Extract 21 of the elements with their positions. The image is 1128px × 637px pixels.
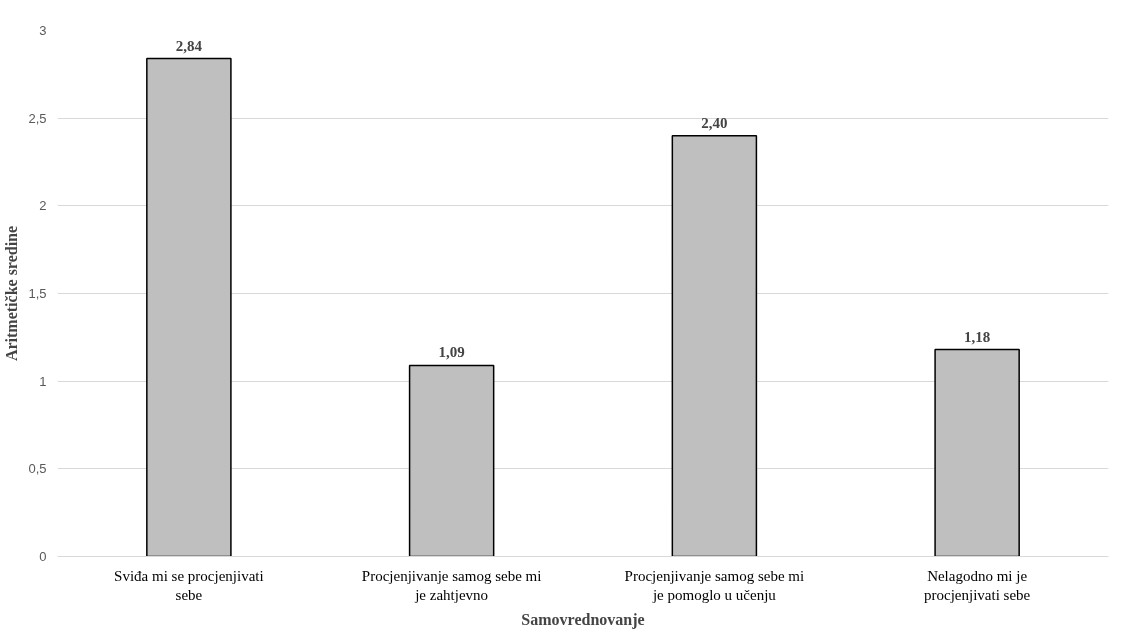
y-tick-label: 2,5 [28,110,47,126]
x-tick-label: Nelagodno mi je procjenjivati sebe [924,567,1031,603]
bar [408,364,495,557]
x-tick-label: Sviđa mi se procjenjivati sebe [114,567,264,603]
y-tick-label: 3 [39,23,47,38]
x-tick-label: Procjenjivanje samog sebe mi je pomoglo u učenju [624,567,805,603]
x-axis-title: Samovrednovanje [521,610,645,629]
bar [146,57,232,557]
y-tick-label: 2 [39,198,47,214]
data-label: 2,84 [175,37,203,54]
y-tick-label: 1,5 [28,286,47,301]
y-axis-title: Aritmetičke sredine [3,225,21,362]
y-tick-label: 1 [39,373,47,389]
data-label: 1,18 [964,328,991,345]
y-tick-label: 0,5 [28,461,47,477]
data-label: 1,09 [438,344,465,361]
x-tick-label: Procjenjivanje samog sebe mi je zahtjevno [361,567,542,603]
data-label: 2,40 [701,114,728,131]
bar [671,134,758,557]
y-tick-label: 0 [39,549,47,564]
bar [934,348,1020,557]
